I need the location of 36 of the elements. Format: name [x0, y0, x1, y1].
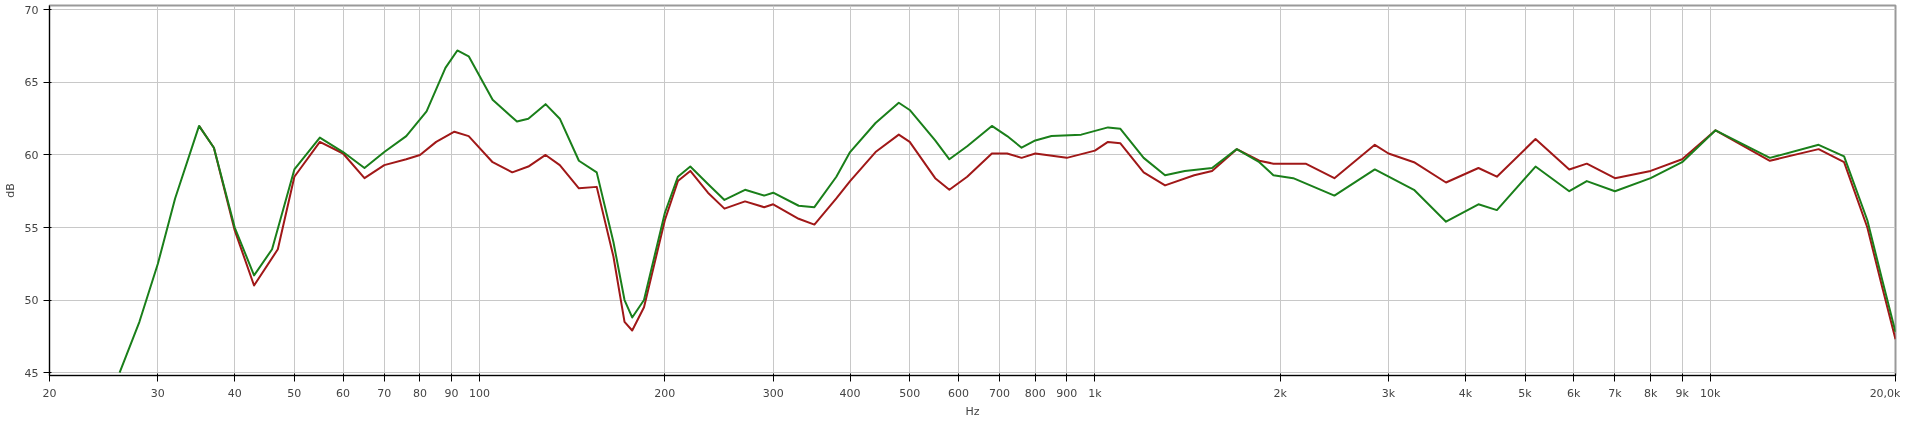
y-tick-label: 55: [24, 221, 39, 235]
y-axis-title: dB: [3, 183, 17, 198]
y-tick-label: 50: [24, 294, 39, 308]
x-tick-label: 4k: [1458, 386, 1473, 400]
y-tick-label: 65: [24, 76, 39, 90]
x-tick-label: 90: [444, 386, 459, 400]
x-tick-label: 400: [839, 386, 861, 400]
x-tick-label: 5k: [1518, 386, 1533, 400]
x-tick-label: 800: [1024, 386, 1046, 400]
x-tick-label: 700: [989, 386, 1011, 400]
x-tick-label: 6k: [1567, 386, 1582, 400]
x-tick-label: 30: [150, 386, 165, 400]
x-tick-label: 50: [287, 386, 302, 400]
x-tick-label: 60: [336, 386, 351, 400]
x-tick-label: 7k: [1608, 386, 1623, 400]
x-tick-label: 3k: [1381, 386, 1396, 400]
x-tick-label: 9k: [1675, 386, 1690, 400]
x-tick-label: 300: [762, 386, 784, 400]
x-tick-label: 2k: [1273, 386, 1288, 400]
x-tick-label: 100: [469, 386, 491, 400]
x-tick-label: 20,0k: [1869, 386, 1902, 400]
x-tick-label: 70: [377, 386, 392, 400]
x-tick-label: 600: [947, 386, 969, 400]
x-tick-label: 1k: [1088, 386, 1103, 400]
x-tick-label: 40: [227, 386, 242, 400]
y-tick-label: 60: [24, 148, 39, 162]
x-tick-label: 80: [412, 386, 427, 400]
x-tick-label: 500: [899, 386, 921, 400]
x-tick-label: 900: [1056, 386, 1078, 400]
y-tick-label: 70: [24, 3, 39, 17]
x-tick-label: 8k: [1643, 386, 1658, 400]
x-axis-title: Hz: [965, 404, 980, 418]
y-tick-label: 45: [24, 366, 39, 380]
x-tick-label: 200: [654, 386, 676, 400]
x-tick-label: 10k: [1700, 386, 1722, 400]
x-tick-label: 20: [42, 386, 57, 400]
